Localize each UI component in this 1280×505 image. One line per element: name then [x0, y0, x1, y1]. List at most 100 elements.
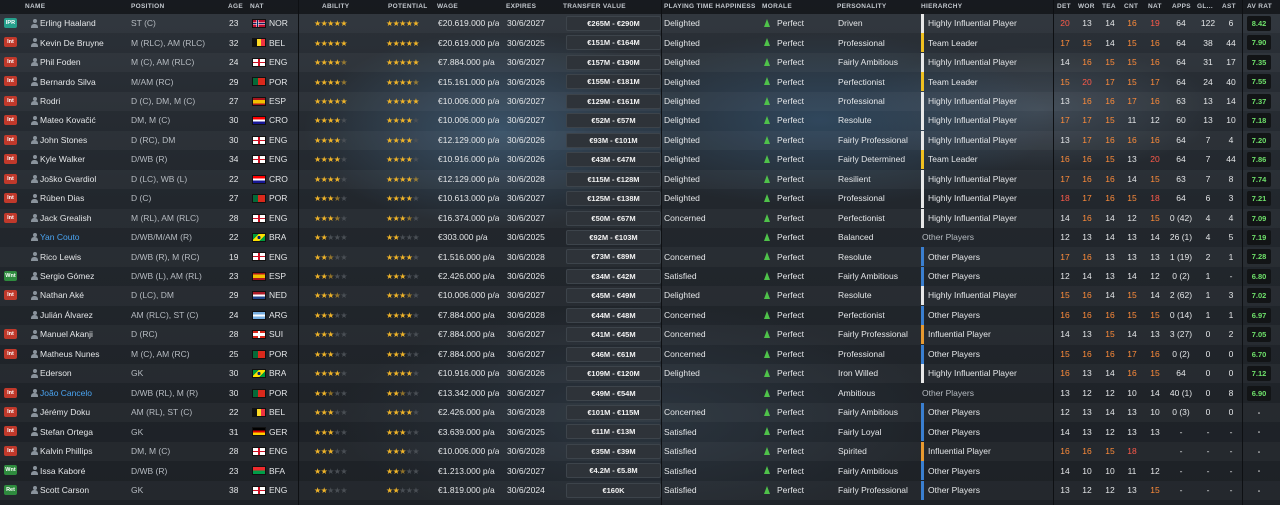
transfer-value[interactable]: €52M - €57M: [566, 113, 661, 129]
header-potential[interactable]: POTENTIAL: [388, 3, 428, 10]
player-name[interactable]: Erling Haaland: [40, 18, 96, 29]
header-goals[interactable]: GL...: [1197, 3, 1213, 10]
transfer-value[interactable]: €125M - €138M: [566, 191, 661, 207]
player-name[interactable]: João Cancelo: [40, 387, 92, 398]
status-badge[interactable]: Int: [4, 290, 17, 301]
table-row[interactable]: Ederson GK 30 BRA ★★★★★ ★★★★★ €10.916.000 p/a 3…: [0, 364, 1280, 384]
player-name[interactable]: Julián Álvarez: [40, 309, 93, 320]
table-row[interactable]: Int Stefan Ortega GK 31 GER ★★★★★ ★★★★★ €3.639.…: [0, 422, 1280, 442]
player-name[interactable]: Rico Lewis: [40, 251, 82, 262]
header-wage[interactable]: WAGE: [437, 3, 459, 10]
transfer-value[interactable]: €34M - €42M: [566, 268, 661, 284]
transfer-value[interactable]: €45M - €49M: [566, 288, 661, 304]
header-cnt[interactable]: CNT: [1124, 3, 1139, 10]
transfer-value[interactable]: €50M - €67M: [566, 210, 661, 226]
table-row[interactable]: Yan Couto D/WB/M/AM (R) 22 BRA ★★★★★ ★★★★★ €30…: [0, 228, 1280, 247]
table-row[interactable]: Rico Lewis D/WB (R), M (RC) 19 ENG ★★★★★ ★★★★…: [0, 247, 1280, 267]
transfer-value[interactable]: €11M - €13M: [566, 424, 661, 440]
status-badge[interactable]: Int: [4, 329, 17, 340]
transfer-value[interactable]: €157M - €190M: [566, 54, 661, 70]
player-name[interactable]: Nathan Aké: [40, 290, 84, 301]
player-name[interactable]: Yan Couto: [40, 232, 80, 243]
status-badge[interactable]: Int: [4, 445, 17, 456]
player-name[interactable]: Kalvin Phillips: [40, 446, 93, 457]
player-name[interactable]: Issa Kaboré: [40, 465, 86, 476]
status-badge[interactable]: Int: [4, 407, 17, 417]
player-name[interactable]: Sergio Gómez: [40, 271, 95, 282]
table-row[interactable]: Int Phil Foden M (C), AM (RLC) 24 ENG ★★★★★ ★★…: [0, 52, 1280, 72]
transfer-value[interactable]: €43M - €47M: [566, 152, 661, 168]
table-row[interactable]: Int Jack Grealish M (RL), AM (RLC) 28 ENG ★★★…: [0, 208, 1280, 228]
header-transfer-value[interactable]: TRANSFER VALUE: [563, 3, 626, 10]
header-ability[interactable]: ABILITY: [322, 3, 350, 10]
table-row[interactable]: Int Rodri D (C), DM, M (C) 27 ESP ★★★★★ ★★★★★ €…: [0, 91, 1280, 111]
table-row[interactable]: Int John Stones D (RC), DM 30 ENG ★★★★★ ★★★★★ €…: [0, 130, 1280, 150]
header-name[interactable]: NAME: [25, 3, 46, 10]
transfer-value[interactable]: €49M - €54M: [566, 385, 661, 401]
player-name[interactable]: Stefan Ortega: [40, 426, 93, 437]
header-playing-time[interactable]: PLAYING TIME HAPPINESS: [664, 3, 756, 10]
player-name[interactable]: Scott Carson: [40, 484, 90, 495]
transfer-value[interactable]: €44M - €48M: [566, 307, 661, 323]
status-badge[interactable]: Int: [4, 212, 17, 223]
header-tea[interactable]: TEA: [1102, 3, 1116, 10]
table-row[interactable]: Int Rúben Dias D (C) 27 POR ★★★★★ ★★★★★ €10.613…: [0, 189, 1280, 209]
transfer-value[interactable]: €265M - €290M: [566, 16, 661, 31]
table-row[interactable]: Int Kalvin Phillips DM, M (C) 28 ENG ★★★★★ ★★★…: [0, 441, 1280, 461]
player-name[interactable]: Matheus Nunes: [40, 348, 100, 359]
status-badge[interactable]: Int: [4, 348, 17, 359]
status-badge[interactable]: IPR: [4, 18, 17, 28]
status-badge[interactable]: Int: [4, 76, 17, 87]
player-name[interactable]: Joško Gvardiol: [40, 173, 97, 184]
transfer-value[interactable]: €151M - €164M: [566, 35, 661, 51]
table-row[interactable]: Julián Álvarez AM (RLC), ST (C) 24 ARG ★★★★★…: [0, 305, 1280, 325]
status-badge[interactable]: Int: [4, 426, 17, 437]
player-name[interactable]: Ederson: [40, 368, 72, 379]
table-row[interactable]: Wnt Issa Kaboré D/WB (R) 23 BFA ★★★★★ ★★★★★ €1.…: [0, 461, 1280, 481]
header-age[interactable]: AGE: [228, 3, 243, 10]
player-name[interactable]: Rodri: [40, 95, 61, 106]
transfer-value[interactable]: €101M - €115M: [566, 405, 661, 420]
table-row[interactable]: Int Kevin De Bruyne M (RLC), AM (RLC) 32 BEL…: [0, 33, 1280, 53]
status-badge[interactable]: Int: [4, 95, 17, 106]
transfer-value[interactable]: €115M - €128M: [566, 171, 661, 187]
player-name[interactable]: Jérémy Doku: [40, 407, 91, 418]
table-row[interactable]: Int João Cancelo D/WB (RL), M (R) 30 POR ★★★★…: [0, 384, 1280, 403]
header-avrat[interactable]: AV RAT: [1247, 3, 1273, 10]
header-expires[interactable]: EXPIRES: [506, 3, 537, 10]
transfer-value[interactable]: €93M - €101M: [566, 132, 661, 148]
transfer-value[interactable]: €160K: [566, 482, 661, 498]
header-morale[interactable]: MORALE: [762, 3, 792, 10]
transfer-value[interactable]: €46M - €61M: [566, 346, 661, 362]
table-row[interactable]: Int Mateo Kovačić DM, M (C) 30 CRO ★★★★★ ★★★★★…: [0, 111, 1280, 131]
player-name[interactable]: Bernardo Silva: [40, 76, 96, 87]
status-badge[interactable]: Int: [4, 134, 17, 145]
header-det[interactable]: DET: [1057, 3, 1071, 10]
status-badge[interactable]: Int: [4, 173, 17, 184]
status-badge[interactable]: Wnt: [4, 270, 17, 281]
table-row[interactable]: Int Kyle Walker D/WB (R) 34 ENG ★★★★★ ★★★★★ €10…: [0, 150, 1280, 170]
header-hierarchy[interactable]: HIERARCHY: [921, 3, 963, 10]
table-row[interactable]: Wnt Sergio Gómez D/WB (L), AM (RL) 23 ESP ★★★…: [0, 266, 1280, 286]
header-nat[interactable]: NAT: [250, 3, 264, 10]
player-name[interactable]: John Stones: [40, 134, 88, 145]
status-badge[interactable]: Int: [4, 115, 17, 126]
transfer-value[interactable]: €129M - €161M: [566, 93, 661, 109]
player-name[interactable]: Jack Grealish: [40, 212, 92, 223]
table-row[interactable]: Int Bernardo Silva M/AM (RC) 29 POR ★★★★★ ★★★★…: [0, 72, 1280, 92]
status-badge[interactable]: Int: [4, 193, 17, 204]
header-wor[interactable]: WOR: [1078, 3, 1095, 10]
transfer-value[interactable]: €155M - €181M: [566, 74, 661, 90]
player-name[interactable]: Phil Foden: [40, 57, 81, 68]
player-name[interactable]: Mateo Kovačić: [40, 115, 96, 126]
header-nat2[interactable]: NAT: [1148, 3, 1162, 10]
transfer-value[interactable]: €92M - €103M: [566, 229, 661, 245]
player-name[interactable]: Rúben Dias: [40, 193, 85, 204]
player-name[interactable]: Manuel Akanji: [40, 329, 93, 340]
transfer-value[interactable]: €109M - €120M: [566, 366, 661, 382]
status-badge[interactable]: Wnt: [4, 465, 17, 476]
transfer-value[interactable]: €41M - €45M: [566, 327, 661, 343]
transfer-value[interactable]: €4.2M - €5.8M: [566, 463, 661, 479]
status-badge[interactable]: Int: [4, 387, 17, 398]
transfer-value[interactable]: €73M - €89M: [566, 249, 661, 265]
